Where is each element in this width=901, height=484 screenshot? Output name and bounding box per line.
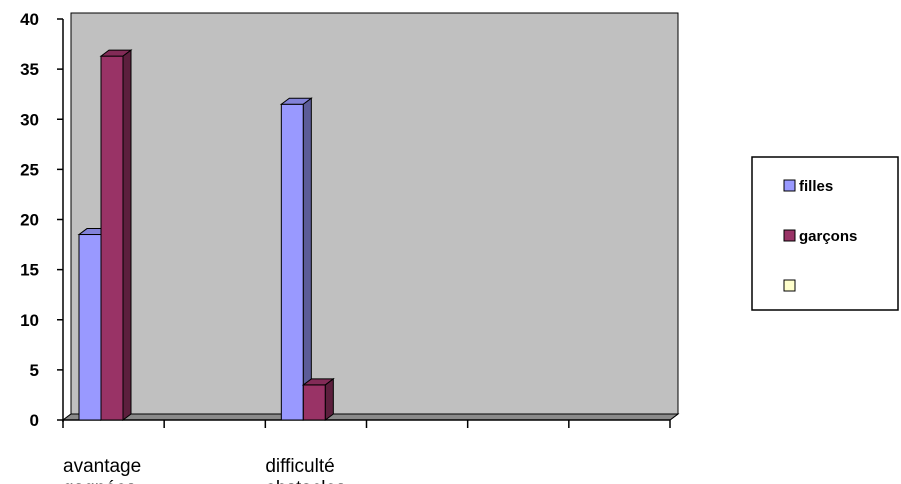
plot-floor [61,413,680,421]
plot-background [61,12,679,421]
bar-side [302,97,312,421]
legend-swatch [783,229,796,242]
legend-label: garçons [799,228,857,245]
y-tick-label: 40 [20,10,39,29]
x-category-label: difficulté [265,456,334,477]
y-tick-label: 0 [30,411,39,430]
bar-side [122,49,132,421]
bar-side [324,377,334,421]
x-category-label: avantage [63,456,141,477]
axes: 0 5 10 15 20 25 30 35 40 avantagegagnées difficult… [20,10,671,484]
bar-front [280,103,304,421]
bars [77,49,335,421]
bar [279,97,313,421]
bar [301,377,335,421]
legend-box [751,156,899,311]
legend-label: filles [799,178,833,195]
y-tick-label: 30 [20,110,39,129]
legend-swatch [783,279,796,292]
y-tick-label: 10 [20,311,39,330]
legend-swatch [783,179,796,192]
y-tick-label: 20 [20,211,39,230]
y-tick-label: 15 [20,261,39,280]
y-tick-label: 35 [20,60,39,79]
x-category-label: gagnées [63,478,136,484]
y-tick-label: 25 [20,160,39,179]
bar-front [78,234,102,421]
bar-front [100,55,124,421]
bar [99,49,133,421]
y-tick-label: 5 [30,361,39,380]
bar-front [302,384,326,421]
x-category-label: obstacles [265,478,345,484]
legend: filles garçons [751,156,899,311]
plot-wall [61,12,680,421]
